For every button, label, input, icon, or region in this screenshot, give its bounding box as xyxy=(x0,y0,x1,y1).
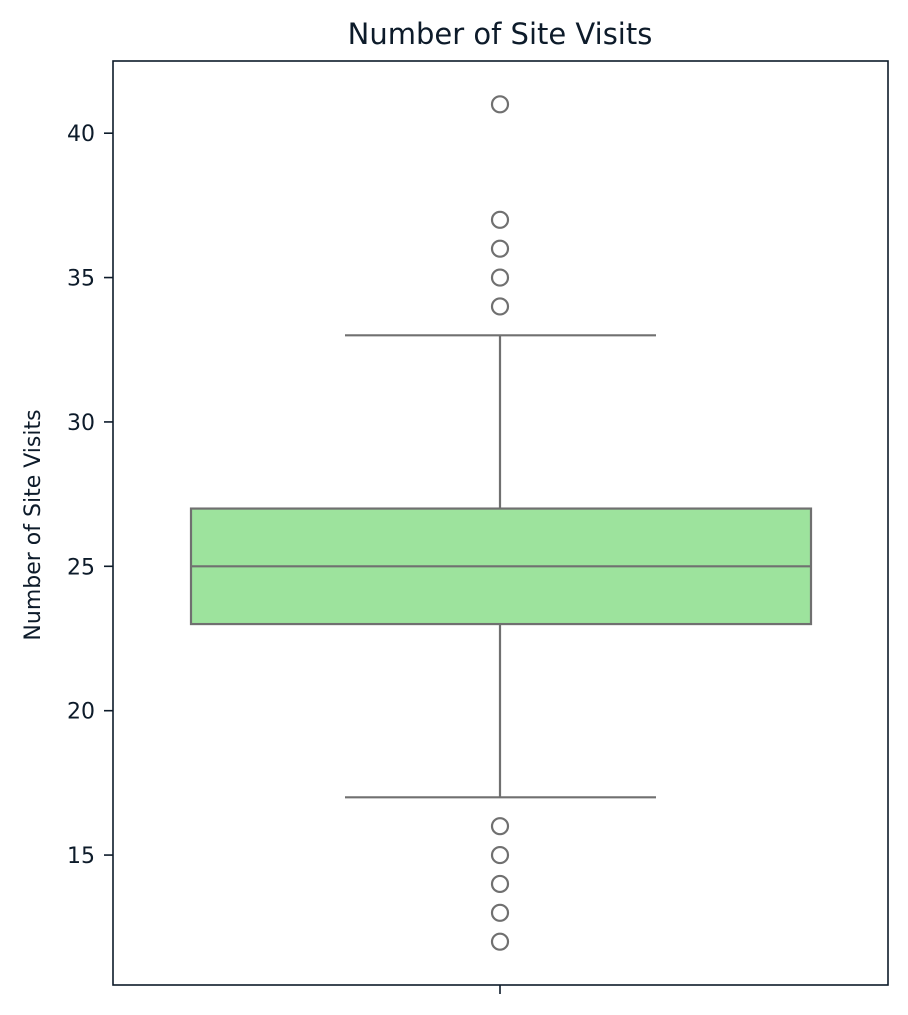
y-tick-label: 40 xyxy=(67,122,95,147)
y-tick-label: 20 xyxy=(67,700,95,725)
outlier-point xyxy=(490,845,510,865)
y-tick-label: 35 xyxy=(67,267,95,292)
outlier-point xyxy=(490,210,510,229)
y-tick-label: 25 xyxy=(67,555,95,580)
plot-area xyxy=(189,95,813,951)
y-tick-label: 30 xyxy=(67,411,95,436)
outlier-point xyxy=(490,95,510,114)
outlier-point xyxy=(490,932,510,951)
chart-title: Number of Site Visits xyxy=(348,17,653,51)
outlier-point xyxy=(490,239,510,258)
y-tick-label: 15 xyxy=(67,844,95,869)
y-axis-label: Number of Site Visits xyxy=(21,409,46,640)
outlier-point xyxy=(490,903,510,922)
outlier-point xyxy=(490,297,510,316)
y-axis-ticks: 15 20 25 30 35 40 xyxy=(67,122,113,869)
outlier-point xyxy=(490,874,510,894)
outlier-point xyxy=(490,817,510,836)
outlier-point xyxy=(490,268,510,287)
